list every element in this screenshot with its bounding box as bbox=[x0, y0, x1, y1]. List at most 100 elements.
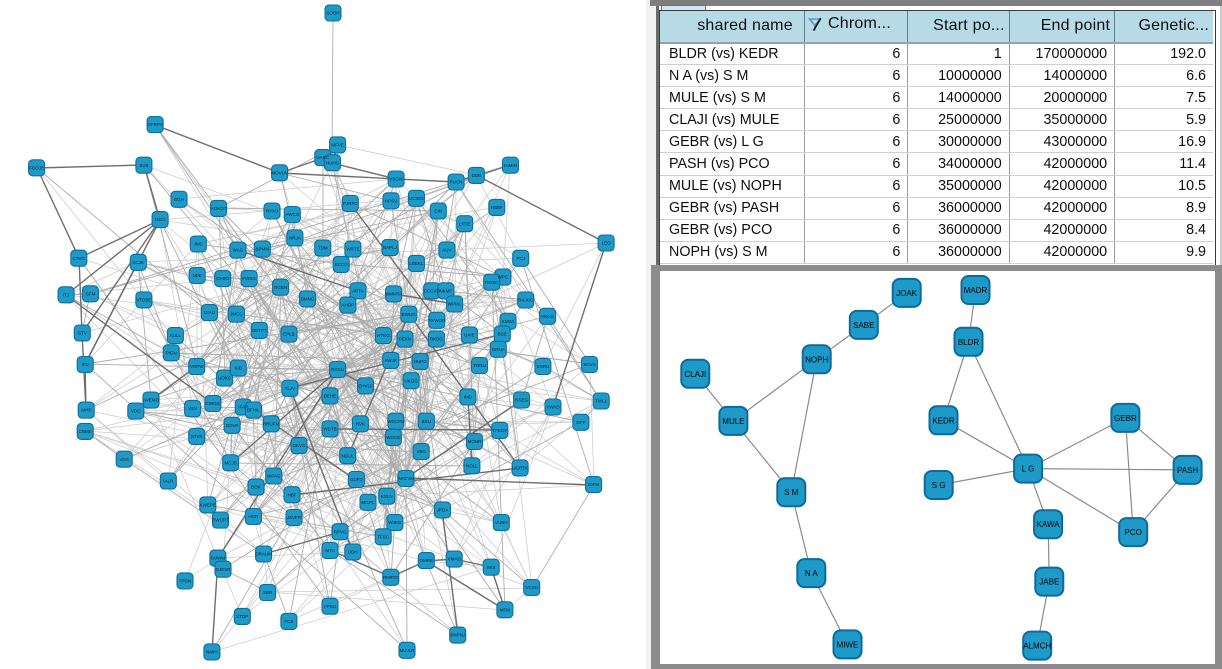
svg-text:TFSC: TFSC bbox=[377, 534, 389, 539]
svg-text:OGVA: OGVA bbox=[226, 423, 239, 428]
svg-text:RGEN: RGEN bbox=[274, 285, 287, 290]
svg-text:JSVFR: JSVFR bbox=[287, 515, 302, 520]
svg-text:SVB: SVB bbox=[139, 163, 148, 168]
svg-text:AULL: AULL bbox=[170, 333, 182, 338]
svg-text:AVEMO: AVEMO bbox=[143, 398, 159, 403]
svg-text:DDB: DDB bbox=[472, 173, 482, 178]
svg-text:IMD: IMD bbox=[464, 395, 473, 400]
svg-text:HPSV: HPSV bbox=[385, 198, 397, 203]
svg-text:JABE: JABE bbox=[1039, 578, 1059, 587]
svg-text:NSCI: NSCI bbox=[155, 217, 166, 222]
svg-text:HUHG: HUHG bbox=[326, 160, 340, 165]
svg-text:STVR: STVR bbox=[191, 434, 204, 439]
svg-text:NSEG: NSEG bbox=[515, 398, 528, 403]
svg-text:UGRTK: UGRTK bbox=[512, 466, 528, 471]
svg-text:WPIAL: WPIAL bbox=[448, 302, 463, 307]
svg-text:AUV: AUV bbox=[442, 248, 451, 253]
svg-text:VUBH: VUBH bbox=[495, 520, 508, 525]
svg-text:CNME: CNME bbox=[79, 429, 92, 434]
svg-text:FDOJE: FDOJE bbox=[29, 165, 44, 170]
svg-text:LRTE: LRTE bbox=[459, 221, 470, 226]
svg-text:TDRU: TDRU bbox=[473, 363, 486, 368]
svg-text:CIN: CIN bbox=[434, 209, 442, 214]
svg-text:UOKC: UOKC bbox=[218, 376, 232, 381]
svg-text:MFVE: MFVE bbox=[331, 143, 344, 148]
svg-text:MOVUV: MOVUV bbox=[271, 170, 288, 175]
svg-text:OOSC: OOSC bbox=[485, 280, 499, 285]
svg-text:PJRFC: PJRFC bbox=[343, 201, 358, 206]
svg-text:VWAD: VWAD bbox=[546, 405, 560, 410]
svg-text:MFM: MFM bbox=[500, 607, 510, 612]
svg-text:FPSU: FPSU bbox=[324, 604, 336, 609]
svg-text:BOK: BOK bbox=[251, 485, 261, 490]
svg-text:RAJUC: RAJUC bbox=[518, 298, 534, 303]
svg-text:SABE: SABE bbox=[853, 321, 874, 330]
svg-text:VNGG: VNGG bbox=[541, 314, 555, 319]
svg-text:IFAP: IFAP bbox=[238, 405, 248, 410]
svg-text:APTA: APTA bbox=[352, 288, 363, 293]
svg-text:GEBR: GEBR bbox=[1114, 414, 1137, 423]
svg-text:EHVLF: EHVLF bbox=[358, 383, 373, 388]
svg-text:UDH: UDH bbox=[348, 550, 358, 555]
svg-text:AHDP: AHDP bbox=[342, 303, 355, 308]
svg-text:N A: N A bbox=[805, 569, 819, 578]
svg-text:GTV: GTV bbox=[78, 331, 87, 336]
svg-text:CCCVD: CCCVD bbox=[424, 288, 441, 293]
svg-text:GJESR: GJESR bbox=[215, 567, 231, 572]
svg-text:SOOR: SOOR bbox=[326, 11, 340, 16]
svg-text:UAIE: UAIE bbox=[464, 333, 475, 338]
svg-text:OETPT: OETPT bbox=[252, 328, 267, 333]
svg-text:TPGN: TPGN bbox=[179, 579, 192, 584]
svg-text:JOAK: JOAK bbox=[896, 289, 918, 298]
svg-text:DMNG: DMNG bbox=[301, 297, 315, 302]
svg-text:IFD: IFD bbox=[82, 362, 90, 367]
svg-text:VCSU: VCSU bbox=[525, 585, 538, 590]
svg-text:MTA: MTA bbox=[325, 548, 334, 553]
svg-text:KCJK: KCJK bbox=[133, 260, 145, 265]
svg-text:TWLL: TWLL bbox=[595, 399, 607, 404]
svg-text:DABO: DABO bbox=[216, 276, 229, 281]
svg-text:SBR: SBR bbox=[263, 590, 273, 595]
svg-text:MUJLR: MUJLR bbox=[399, 648, 415, 653]
svg-text:AIHE: AIHE bbox=[81, 408, 92, 413]
svg-text:BSU: BSU bbox=[422, 419, 431, 424]
svg-text:BPMM: BPMM bbox=[256, 247, 270, 252]
svg-text:WJKG: WJKG bbox=[388, 520, 401, 525]
svg-text:ALMCH: ALMCH bbox=[1023, 642, 1051, 651]
svg-text:NOLL: NOLL bbox=[466, 463, 478, 468]
svg-text:MCJS: MCJS bbox=[224, 460, 236, 465]
svg-text:EPLB: EPLB bbox=[283, 332, 295, 337]
svg-text:PIGN: PIGN bbox=[166, 350, 177, 355]
svg-text:EWUG: EWUG bbox=[402, 312, 416, 317]
svg-text:UARC: UARC bbox=[316, 155, 330, 160]
svg-text:AOKOT: AOKOT bbox=[211, 206, 227, 211]
svg-text:KSLN: KSLN bbox=[381, 494, 393, 499]
svg-text:LBEKL: LBEKL bbox=[409, 261, 424, 266]
svg-text:MIWE: MIWE bbox=[837, 640, 859, 649]
svg-text:KMWI: KMWI bbox=[502, 319, 514, 324]
svg-text:VSGW: VSGW bbox=[389, 177, 404, 182]
svg-text:MONR: MONR bbox=[468, 439, 482, 444]
svg-text:GFF: GFF bbox=[576, 420, 585, 425]
svg-text:HTKG: HTKG bbox=[377, 333, 390, 338]
svg-text:IHMIN: IHMIN bbox=[504, 163, 517, 168]
svg-text:JPDA: JPDA bbox=[437, 508, 449, 513]
svg-text:MGFC: MGFC bbox=[361, 500, 375, 505]
svg-text:STDP: STDP bbox=[236, 614, 248, 619]
svg-text:JMC: JMC bbox=[194, 242, 204, 247]
svg-text:VRPW: VRPW bbox=[190, 364, 204, 369]
svg-text:VDG: VDG bbox=[119, 457, 129, 462]
svg-text:RRUFM: RRUFM bbox=[263, 421, 279, 426]
svg-text:UKGG: UKGG bbox=[404, 378, 418, 383]
svg-text:HBBF: HBBF bbox=[491, 205, 503, 210]
svg-text:ITJ: ITJ bbox=[63, 292, 69, 297]
svg-text:HOR: HOR bbox=[248, 514, 259, 519]
svg-text:TLJV: TLJV bbox=[285, 386, 296, 391]
svg-text:BGE: BGE bbox=[498, 332, 508, 337]
svg-text:RGSU: RGSU bbox=[331, 367, 344, 372]
svg-text:NOPH: NOPH bbox=[805, 355, 828, 364]
svg-text:WRTE: WRTE bbox=[346, 247, 359, 252]
svg-text:VNRU: VNRU bbox=[537, 364, 550, 369]
svg-text:VMAD: VMAD bbox=[448, 557, 462, 562]
svg-text:RPVG: RPVG bbox=[334, 529, 347, 534]
